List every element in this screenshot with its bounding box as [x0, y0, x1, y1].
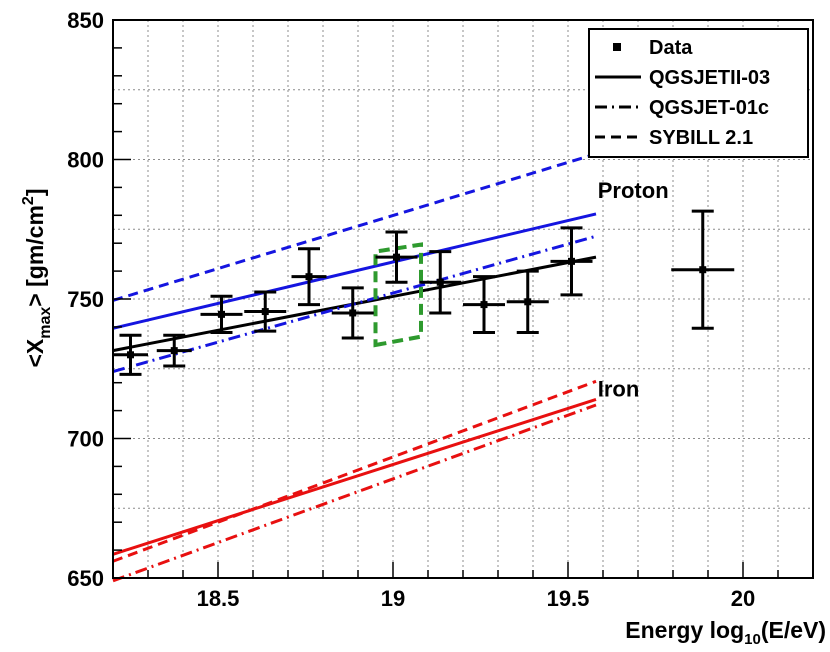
- data-point: [244, 290, 287, 333]
- proton-sybill-2-1-line: [112, 152, 597, 302]
- x-axis-title-sub: 10: [744, 631, 761, 648]
- y-axis-title-mid: > [gm/cm: [22, 205, 48, 307]
- grid: [113, 20, 813, 578]
- legend: Data QGSJETII-03 QGSJET-01c SYBILL 2.1: [588, 28, 809, 158]
- proton-qgsjet-01c-line: [112, 234, 597, 373]
- data-point: [419, 250, 462, 315]
- legend-entry: SYBILL 2.1: [595, 127, 753, 149]
- y-tick-label: 850: [67, 8, 104, 33]
- data-point: [550, 226, 593, 297]
- data-point: [200, 294, 243, 334]
- x-axis-title-tail: (E/eV): [761, 617, 826, 643]
- axis-ticks: 18.5 19 19.5 20 650 700 750 800 850: [67, 8, 814, 611]
- x-tick-label: 19: [381, 586, 405, 611]
- y-axis-title-pre: <X: [22, 338, 48, 367]
- highlight-region: [373, 242, 423, 348]
- y-tick-label: 650: [67, 566, 104, 591]
- iron-qgsjetii-03-line: [112, 398, 597, 556]
- legend-label: SYBILL 2.1: [649, 127, 753, 149]
- data-marker: [393, 253, 400, 261]
- data-marker: [218, 310, 225, 318]
- legend-entry: QGSJET-01c: [595, 97, 769, 119]
- data-marker: [349, 309, 357, 317]
- model-lines: [112, 152, 597, 583]
- data-point: [331, 286, 374, 340]
- legend-label: Data: [649, 37, 693, 59]
- legend-entry: QGSJETII-03: [595, 67, 770, 89]
- data-marker: [699, 266, 707, 274]
- data-point: [291, 247, 327, 307]
- data-marker: [170, 347, 178, 355]
- x-tick-label: 18.5: [197, 586, 240, 611]
- legend-marker: [613, 43, 621, 51]
- x-tick-label: 19.5: [547, 586, 590, 611]
- x-axis-title: Energy log10(E/eV): [625, 617, 826, 648]
- y-tick-label: 700: [67, 427, 104, 452]
- data-point: [375, 230, 418, 284]
- proton-qgsjetii-03-line: [112, 212, 597, 330]
- y-axis-title-sup: 2: [20, 196, 37, 205]
- x-tick-label: 20: [731, 586, 755, 611]
- y-axis-title: <Xmax> [gm/cm2]: [20, 188, 54, 367]
- y-axis-title-post: ]: [22, 188, 48, 196]
- data-marker: [127, 351, 134, 359]
- annotation-iron: Iron: [598, 376, 640, 401]
- data-points: [113, 209, 735, 376]
- data-marker: [261, 308, 269, 316]
- legend-box: [588, 28, 809, 158]
- data-point: [506, 269, 549, 334]
- y-tick-label: 800: [67, 148, 104, 173]
- data-point: [671, 209, 735, 330]
- data-marker: [305, 273, 313, 281]
- data-marker: [480, 301, 488, 309]
- data-marker: [568, 257, 575, 265]
- legend-label: QGSJET-01c: [649, 97, 769, 119]
- y-tick-label: 750: [67, 287, 104, 312]
- data-point: [156, 333, 192, 368]
- iron-sybill-2-1-line: [112, 379, 597, 563]
- iron-qgsjet-01c-line: [112, 403, 597, 583]
- data-marker: [524, 298, 532, 306]
- legend-label: QGSJETII-03: [649, 67, 770, 89]
- annotation-proton: Proton: [598, 178, 669, 203]
- y-axis-title-sub: max: [37, 307, 54, 339]
- legend-entry: Data: [613, 37, 693, 59]
- data-marker: [436, 278, 444, 286]
- x-axis-title-main: Energy log: [625, 617, 744, 643]
- data-point: [463, 275, 505, 334]
